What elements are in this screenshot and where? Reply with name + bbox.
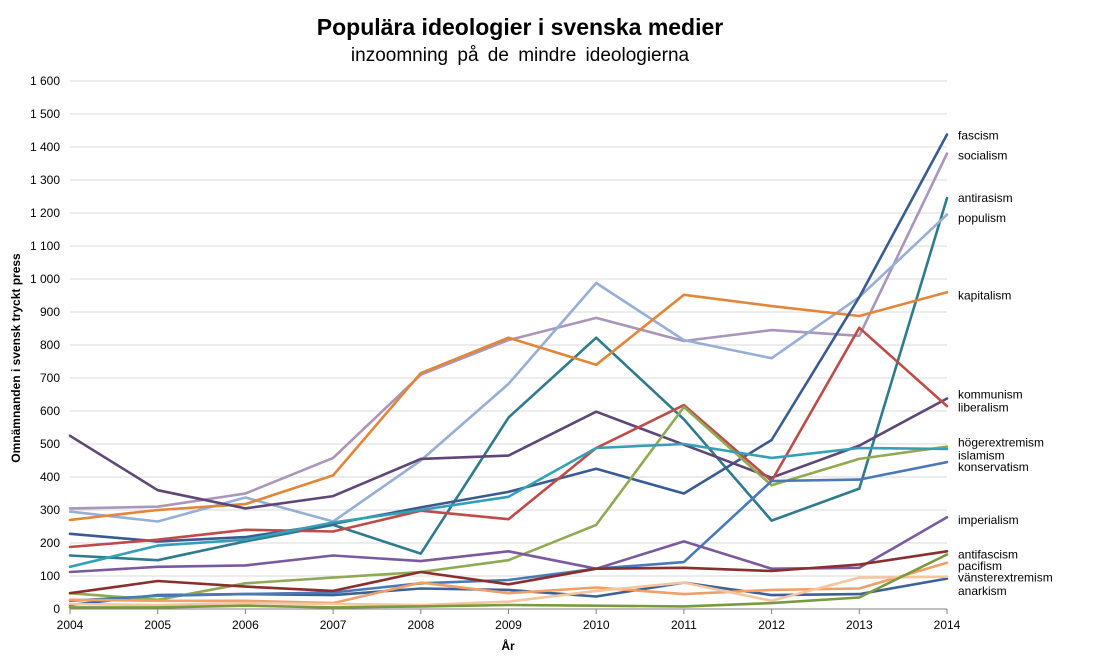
x-tick-label: 2011: [671, 618, 697, 632]
x-tick-label: 2005: [144, 618, 171, 632]
axes: 0 100 200 300 400 500 600 700 800 900 1 000 1 100 1 …: [30, 74, 961, 632]
y-axis-label: Omnämnanden i svensk tryckt press: [9, 253, 23, 463]
y-tick-label: 1 000: [30, 272, 60, 286]
series-label-imperialism: imperialism: [958, 513, 1019, 527]
series-label-antirasism: antirasism: [958, 191, 1013, 205]
x-tick-label: 2008: [407, 618, 434, 632]
x-tick-label: 2009: [495, 618, 522, 632]
series-label-anarkism: anarkism: [958, 584, 1007, 598]
y-tick-label: 1 300: [30, 173, 60, 187]
series-line-anarkism: [68, 553, 949, 609]
series-label-antifascism: antifascism: [958, 548, 1018, 562]
series-line-imperialism: [68, 515, 949, 574]
y-tick-label: 1 200: [30, 206, 60, 220]
x-tick-label: 2010: [583, 618, 610, 632]
series-line-antifascism: [68, 549, 949, 595]
chart-subtitle: inzoomning på de mindre ideologierna: [350, 45, 690, 66]
x-axis-label: År: [501, 638, 515, 653]
x-tick-label: 2006: [232, 618, 259, 632]
series-label-kapitalism: kapitalism: [958, 289, 1011, 303]
series-label-kommunism: kommunism: [958, 388, 1023, 402]
y-tick-label: 1 600: [30, 74, 60, 88]
series-label-konservatism: konservatism: [958, 460, 1029, 474]
y-tick-label: 700: [40, 371, 60, 385]
x-tick-label: 2012: [758, 618, 785, 632]
y-tick-label: 400: [40, 470, 60, 484]
x-tick-label: 2013: [846, 618, 873, 632]
series-label-socialism: socialism: [958, 148, 1007, 162]
y-tick-label: 600: [40, 404, 60, 418]
y-tick-label: 1 500: [30, 107, 60, 121]
series-line-kommunism: [68, 397, 949, 510]
series-label-fascism: fascism: [958, 128, 999, 142]
series-labels: fascism socialism antirasism populism kapita…: [958, 128, 1053, 597]
y-tick-label: 0: [53, 602, 60, 616]
x-tick-label: 2004: [57, 618, 84, 632]
series-line-kapitalism: [68, 290, 949, 522]
y-tick-label: 200: [40, 536, 60, 550]
y-tick-label: 900: [40, 305, 60, 319]
y-tick-label: 1 100: [30, 239, 60, 253]
grid-lines: [70, 80, 947, 577]
x-tick-label: 2007: [320, 618, 347, 632]
series-label-högerextremism: högerextremism: [958, 435, 1044, 449]
y-tick-label: 1 400: [30, 140, 60, 154]
series-line-unlabeled-5: [68, 133, 949, 543]
y-tick-label: 500: [40, 437, 60, 451]
chart-title: Populära ideologier i svenska medier: [316, 14, 724, 40]
series-line-högerextremism: [68, 405, 949, 602]
series-line-liberalism: [68, 326, 949, 549]
y-tick-label: 800: [40, 338, 60, 352]
series-line-konservatism: [68, 460, 949, 603]
series-label-populism: populism: [958, 211, 1006, 225]
series-label-vänsterextremism: vänsterextremism: [958, 571, 1053, 585]
series-label-pacifism: pacifism: [958, 559, 1002, 573]
series-lines: [68, 133, 949, 609]
series-line-socialism: [68, 152, 949, 510]
y-tick-label: 300: [40, 503, 60, 517]
series-line-vänsterextremism: [68, 575, 949, 607]
series-line-pacifism: [68, 561, 949, 605]
series-line-islamism: [68, 442, 949, 569]
y-tick-label: 100: [40, 569, 60, 583]
series-line-antirasism: [68, 196, 949, 562]
series-label-islamism: islamism: [958, 449, 1005, 463]
series-label-liberalism: liberalism: [958, 401, 1009, 415]
x-tick-label: 2014: [934, 618, 961, 632]
